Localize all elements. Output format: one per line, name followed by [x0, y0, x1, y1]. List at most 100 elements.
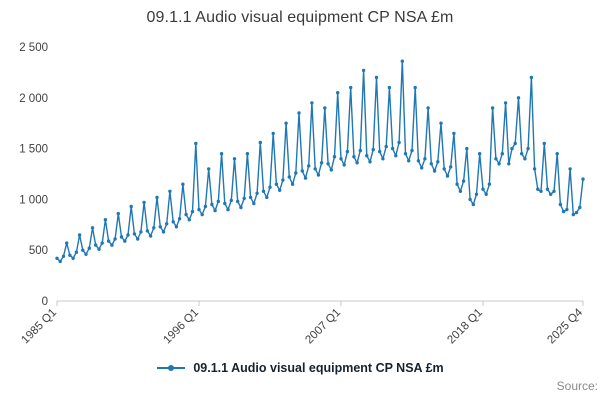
data-point-marker	[287, 175, 291, 179]
data-point-marker	[539, 189, 543, 193]
data-point-marker	[139, 230, 143, 234]
data-point-marker	[526, 146, 530, 151]
data-point-marker	[155, 195, 159, 200]
data-point-marker	[494, 157, 498, 161]
y-tick-label: 1 000	[19, 194, 48, 206]
data-point-marker	[355, 161, 359, 165]
data-point-marker	[426, 106, 430, 110]
data-point-marker	[203, 204, 208, 209]
data-point-marker	[207, 167, 211, 171]
y-tick-label: 1 500	[19, 144, 48, 156]
data-point-marker	[71, 256, 75, 260]
data-point-marker	[239, 205, 243, 210]
data-point-marker	[542, 141, 546, 146]
data-point-marker	[468, 197, 472, 202]
data-point-marker	[529, 75, 534, 80]
data-point-marker	[232, 157, 237, 161]
data-point-marker	[423, 157, 427, 161]
data-series-line	[56, 60, 584, 263]
data-point-marker	[219, 152, 224, 156]
data-point-marker	[490, 106, 495, 110]
data-point-marker	[336, 91, 340, 95]
data-point-marker	[181, 182, 185, 186]
data-point-marker	[510, 146, 514, 151]
data-point-marker	[413, 85, 417, 90]
data-point-marker	[210, 202, 214, 207]
data-point-marker	[481, 187, 485, 191]
data-point-marker	[523, 157, 527, 161]
data-point-marker	[81, 248, 85, 252]
data-point-marker	[90, 226, 95, 230]
data-point-marker	[152, 226, 156, 230]
data-point-marker	[171, 220, 175, 224]
data-point-marker	[297, 111, 301, 115]
data-point-marker	[384, 144, 388, 149]
data-point-marker	[400, 59, 404, 63]
data-point-marker	[442, 167, 446, 171]
data-point-marker	[349, 85, 353, 90]
data-point-marker	[420, 166, 424, 170]
data-point-marker	[474, 192, 479, 196]
data-point-marker	[574, 210, 579, 215]
x-tick-label: 2025 Q4	[545, 306, 585, 346]
data-point-marker	[316, 173, 321, 177]
data-point-marker	[361, 68, 366, 73]
data-point-marker	[461, 179, 466, 183]
data-point-marker	[271, 131, 275, 136]
data-point-marker	[390, 146, 395, 151]
data-point-marker	[520, 152, 524, 156]
data-point-marker	[236, 199, 240, 204]
data-point-marker	[300, 169, 304, 173]
data-point-marker	[368, 160, 372, 164]
data-point-marker	[310, 101, 314, 105]
data-point-marker	[110, 243, 114, 247]
data-point-marker	[558, 202, 563, 207]
data-point-marker	[465, 146, 469, 151]
data-point-marker	[478, 152, 482, 156]
data-point-marker	[578, 205, 582, 210]
y-tick-label: 2 000	[19, 93, 48, 105]
data-point-marker	[449, 165, 453, 169]
data-point-marker	[568, 167, 572, 171]
data-point-marker	[307, 164, 311, 168]
data-point-marker	[439, 121, 443, 125]
data-point-marker	[242, 196, 246, 201]
data-point-marker	[387, 85, 392, 90]
data-point-marker	[213, 208, 217, 213]
data-point-marker	[416, 159, 421, 163]
data-point-marker	[326, 162, 330, 166]
x-tick-label: 1985 Q1	[19, 307, 59, 347]
data-point-marker	[455, 182, 459, 186]
data-point-marker	[365, 154, 369, 158]
data-point-marker	[532, 167, 537, 171]
data-point-marker	[161, 230, 166, 234]
data-point-marker	[158, 225, 162, 229]
data-point-marker	[552, 189, 556, 193]
x-tick-label: 2018 Q1	[445, 307, 485, 347]
line-chart: 0 500 1 000 1 500 2 000 2 500 1985 Q1 1996 Q1 20…	[19, 42, 585, 347]
data-point-marker	[332, 155, 337, 159]
data-point-marker	[165, 222, 169, 226]
data-point-marker	[313, 167, 317, 171]
data-point-marker	[187, 218, 191, 222]
data-point-marker	[197, 207, 201, 212]
data-point-marker	[226, 207, 230, 212]
data-point-marker	[555, 152, 559, 156]
data-point-marker	[68, 253, 72, 257]
data-point-marker	[445, 174, 450, 178]
data-point-marker	[281, 178, 285, 182]
data-point-marker	[561, 209, 566, 214]
data-point-marker	[436, 160, 440, 164]
data-point-marker	[500, 152, 504, 156]
data-point-marker	[65, 241, 69, 245]
data-point-marker	[55, 256, 59, 260]
legend-line-marker-icon	[157, 365, 186, 371]
data-point-marker	[303, 176, 308, 180]
data-point-marker	[342, 163, 346, 167]
data-point-marker	[194, 141, 198, 146]
data-point-marker	[319, 161, 324, 165]
data-point-marker	[394, 154, 398, 158]
data-point-marker	[571, 212, 575, 217]
data-point-marker	[581, 177, 585, 181]
data-point-marker	[136, 237, 140, 241]
